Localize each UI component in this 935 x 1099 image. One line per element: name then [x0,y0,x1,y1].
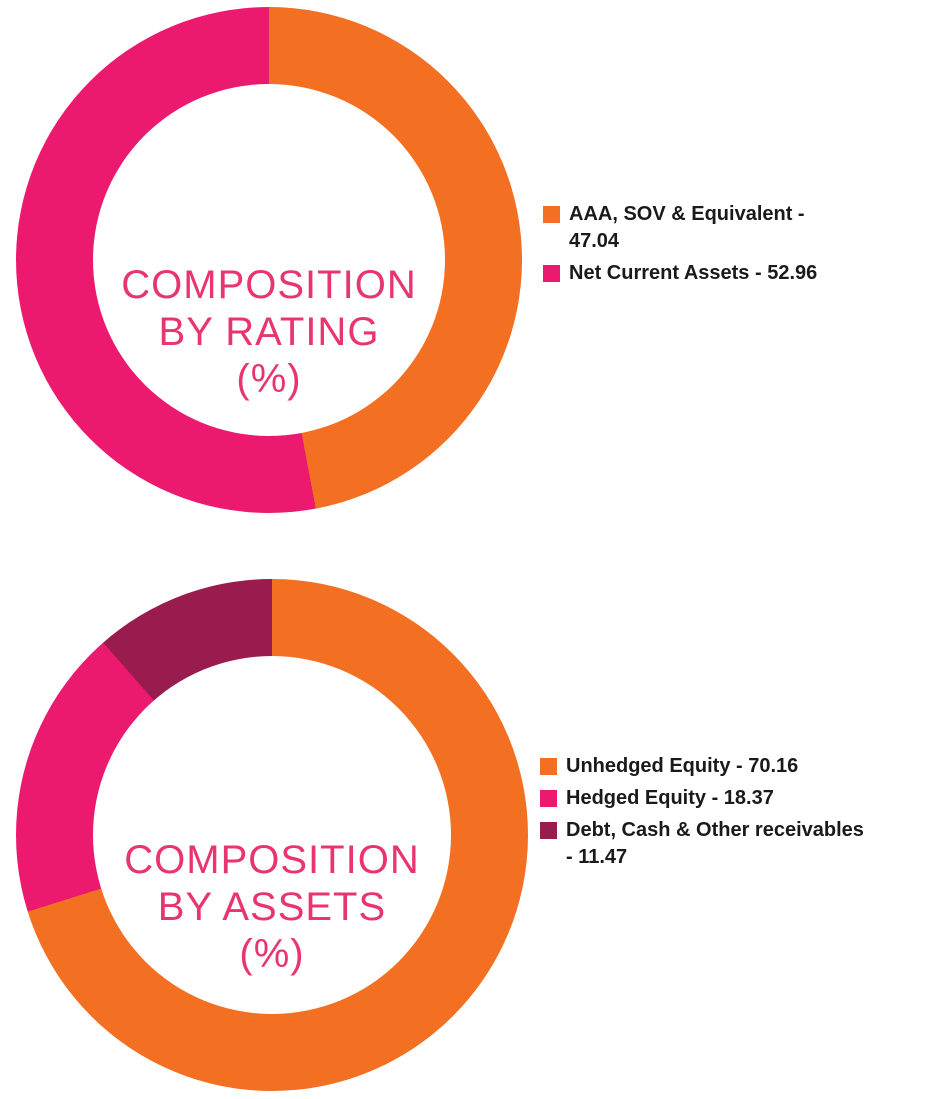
legend-label-line: Debt, Cash & Other receivables [566,819,864,841]
legend-label: Net Current Assets - 52.96 [569,260,817,287]
legend-label: Unhedged Equity - 70.16 [566,753,798,780]
legend-label: Debt, Cash & Other receivables - 11.47 [566,817,864,871]
legend-label-line: AAA, SOV & Equivalent - [569,203,805,225]
legend-label-line: 47.04 [569,230,620,252]
legend-label-line: Hedged Equity - 18.37 [566,787,774,809]
chart-title-line: (%) [236,357,302,402]
legend-swatch-net-current-assets [543,265,560,282]
chart-title-line: COMPOSITION [124,837,420,882]
donut-chart-composition-by-assets: COMPOSITION BY ASSETS (%) [16,579,528,1091]
donut-hole: COMPOSITION BY ASSETS (%) [93,656,451,1014]
chart-title-line: BY RATING [158,309,380,354]
legend-label-line: - 11.47 [566,846,628,868]
legend-swatch-unhedged-equity [540,758,557,775]
donut-hole: COMPOSITION BY RATING (%) [93,84,445,436]
chart-title-line: COMPOSITION [121,262,417,307]
legend-item-debt-cash-other-receivables: Debt, Cash & Other receivables - 11.47 [540,817,864,871]
legend-label: AAA, SOV & Equivalent - 47.04 [569,201,805,255]
legend-item-hedged-equity: Hedged Equity - 18.37 [540,785,864,812]
legend-item-net-current-assets: Net Current Assets - 52.96 [543,260,817,287]
donut-chart-composition-by-rating: COMPOSITION BY RATING (%) [16,7,522,513]
legend-label: Hedged Equity - 18.37 [566,785,774,812]
chart-title-composition-by-rating: COMPOSITION BY RATING (%) [121,262,416,404]
chart-title-line: BY ASSETS [157,884,387,929]
legend-swatch-debt-cash-other-receivables [540,822,557,839]
legend-composition-by-assets: Unhedged Equity - 70.16 Hedged Equity - … [540,753,864,871]
legend-item-aaa-sov-equivalent: AAA, SOV & Equivalent - 47.04 [543,201,817,255]
legend-composition-by-rating: AAA, SOV & Equivalent - 47.04 Net Curren… [543,201,817,287]
chart-title-composition-by-assets: COMPOSITION BY ASSETS (%) [124,837,419,979]
legend-item-unhedged-equity: Unhedged Equity - 70.16 [540,753,864,780]
legend-swatch-aaa-sov-equivalent [543,206,560,223]
legend-label-line: Net Current Assets - 52.96 [569,262,818,284]
legend-swatch-hedged-equity [540,790,557,807]
legend-label-line: Unhedged Equity - 70.16 [566,755,799,777]
chart-title-line: (%) [239,932,305,977]
